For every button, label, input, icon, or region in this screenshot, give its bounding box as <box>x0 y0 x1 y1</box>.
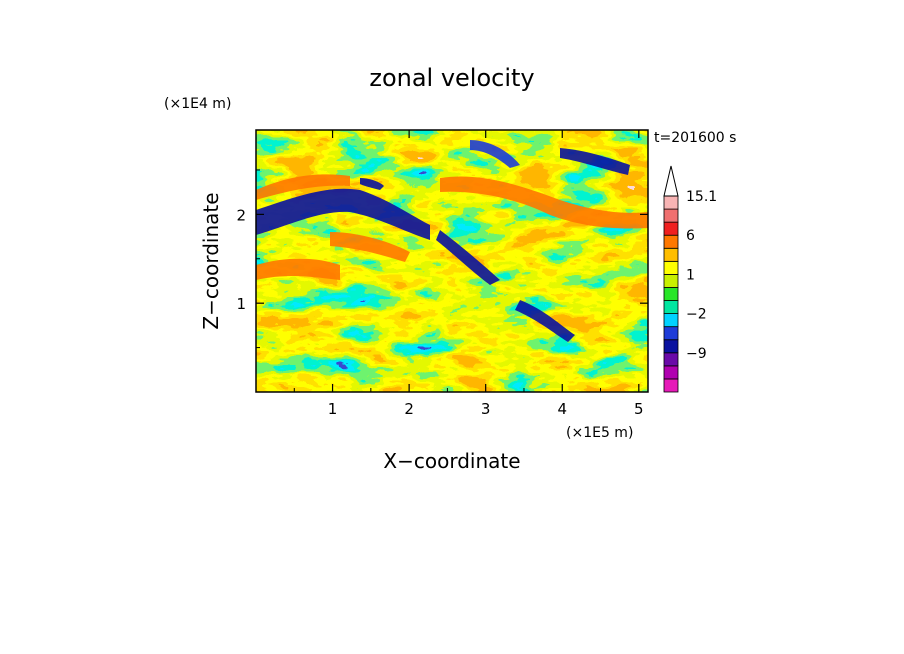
x-tick-label: 2 <box>404 400 414 418</box>
colorbar-segment <box>663 247 679 262</box>
colorbar-extension <box>663 165 679 197</box>
colorbar-segment <box>663 234 679 249</box>
x-tick-label: 5 <box>634 400 644 418</box>
x-tick-label: 3 <box>481 400 491 418</box>
colorbar-segment <box>663 195 679 210</box>
plot-frame <box>255 129 649 393</box>
colorbar-segment <box>663 273 679 288</box>
colorbar-segment <box>663 326 679 341</box>
colorbar-segment <box>663 208 679 223</box>
time-label: t=201600 s <box>654 130 736 146</box>
colorbar-label: 1 <box>686 267 695 283</box>
colorbar-segment <box>663 313 679 328</box>
colorbar-segment <box>663 352 679 367</box>
colorbar-label: −9 <box>686 346 707 362</box>
y-axis-label: Z−coordinate <box>199 192 223 329</box>
y-scale-label: (×1E4 m) <box>164 96 231 112</box>
colorbar-label: 6 <box>686 228 695 244</box>
y-axis: 12 <box>236 169 648 349</box>
colorbar-segment <box>663 221 679 236</box>
colorbar-label: 15.1 <box>686 189 717 205</box>
colorbar-segment <box>663 260 679 275</box>
colorbar: 15.1 6 1 −2 −9 <box>663 165 717 393</box>
colorbar-label: −2 <box>686 307 707 323</box>
y-tick-label: 1 <box>236 295 246 313</box>
x-tick-label: 4 <box>557 400 567 418</box>
y-tick-label: 2 <box>236 206 246 224</box>
x-scale-label: (×1E5 m) <box>566 425 633 441</box>
heatmap-field <box>256 130 648 392</box>
colorbar-segment <box>663 378 679 393</box>
chart-title: zonal velocity <box>369 64 534 92</box>
x-axis: 1 2 3 4 5 <box>293 130 644 418</box>
x-axis-label: X−coordinate <box>383 449 520 473</box>
colorbar-segment <box>663 365 679 380</box>
colorbar-segment <box>663 287 679 301</box>
colorbar-segment <box>663 339 679 354</box>
colorbar-segment <box>663 300 679 314</box>
x-tick-label: 1 <box>328 400 338 418</box>
